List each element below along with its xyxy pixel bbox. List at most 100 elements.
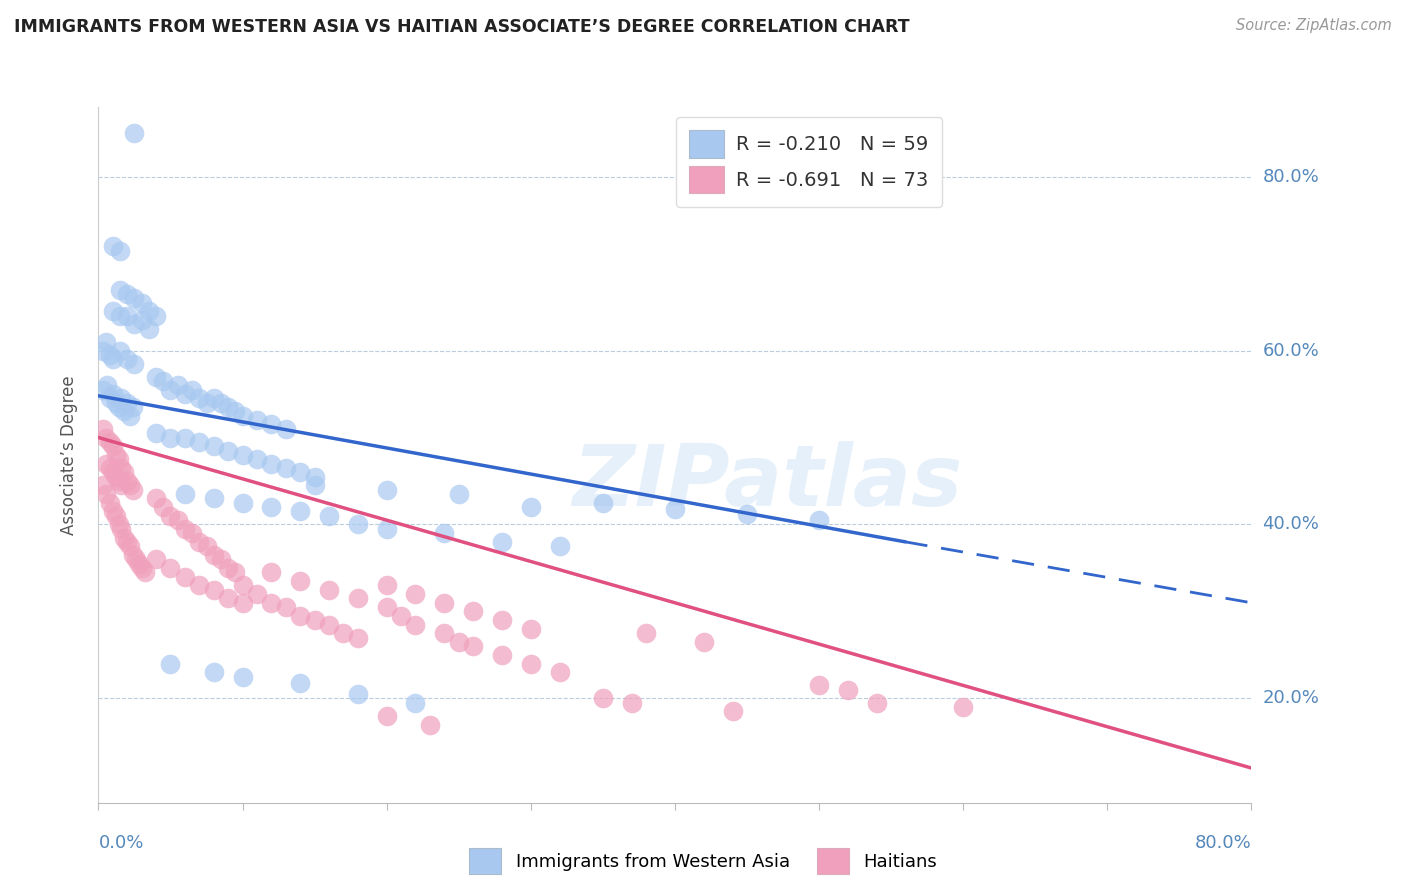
Point — [131, 561, 153, 575]
Point — [112, 531, 135, 545]
Point — [290, 504, 312, 518]
Point — [231, 409, 254, 423]
Point — [159, 561, 181, 575]
Point — [231, 670, 254, 684]
Point — [122, 548, 145, 562]
Point — [246, 587, 269, 601]
Point — [290, 574, 312, 588]
Point — [101, 504, 124, 518]
Point — [138, 322, 160, 336]
Point — [101, 304, 124, 318]
Point — [807, 513, 830, 527]
Point — [145, 309, 167, 323]
Point — [246, 452, 269, 467]
Point — [166, 513, 188, 527]
Point — [166, 378, 188, 392]
Point — [807, 678, 830, 692]
Point — [346, 631, 368, 645]
Y-axis label: Associate’s Degree: Associate’s Degree — [59, 376, 77, 534]
Point — [332, 626, 354, 640]
Point — [224, 566, 246, 580]
Point — [122, 483, 145, 497]
Point — [304, 469, 326, 483]
Point — [101, 352, 124, 367]
Point — [636, 626, 658, 640]
Point — [274, 422, 297, 436]
Point — [145, 552, 167, 566]
Point — [98, 392, 121, 406]
Point — [94, 334, 117, 349]
Point — [91, 383, 114, 397]
Point — [96, 378, 118, 392]
Point — [107, 474, 129, 488]
Point — [145, 369, 167, 384]
Point — [548, 539, 571, 553]
Point — [181, 383, 204, 397]
Point — [145, 426, 167, 441]
Point — [117, 534, 138, 549]
Text: ZIPatlas: ZIPatlas — [572, 442, 962, 524]
Point — [101, 387, 124, 401]
Point — [117, 474, 138, 488]
Point — [195, 539, 218, 553]
Point — [202, 439, 225, 453]
Point — [128, 557, 150, 571]
Text: 60.0%: 60.0% — [1263, 342, 1319, 359]
Point — [131, 295, 153, 310]
Point — [693, 635, 716, 649]
Point — [117, 287, 138, 301]
Point — [112, 466, 135, 480]
Point — [108, 244, 131, 258]
Point — [91, 478, 114, 492]
Point — [112, 404, 135, 418]
Text: IMMIGRANTS FROM WESTERN ASIA VS HAITIAN ASSOCIATE’S DEGREE CORRELATION CHART: IMMIGRANTS FROM WESTERN ASIA VS HAITIAN … — [14, 18, 910, 36]
Point — [134, 566, 156, 580]
Point — [107, 517, 129, 532]
Point — [231, 448, 254, 462]
Point — [491, 534, 513, 549]
Point — [124, 318, 146, 332]
Point — [124, 357, 146, 371]
Point — [110, 522, 132, 536]
Point — [159, 383, 181, 397]
Point — [405, 696, 427, 710]
Point — [174, 487, 197, 501]
Point — [138, 304, 160, 318]
Point — [735, 507, 758, 521]
Point — [209, 552, 232, 566]
Point — [866, 696, 889, 710]
Point — [104, 448, 127, 462]
Point — [122, 400, 145, 414]
Point — [246, 413, 269, 427]
Point — [104, 469, 127, 483]
Point — [174, 522, 197, 536]
Point — [174, 570, 197, 584]
Point — [120, 409, 142, 423]
Point — [188, 534, 211, 549]
Point — [274, 461, 297, 475]
Point — [174, 430, 197, 444]
Point — [101, 239, 124, 253]
Point — [107, 400, 129, 414]
Point — [491, 648, 513, 662]
Point — [131, 313, 153, 327]
Point — [447, 635, 470, 649]
Point — [375, 578, 398, 592]
Point — [159, 430, 181, 444]
Point — [375, 600, 398, 615]
Point — [520, 622, 543, 636]
Point — [318, 617, 340, 632]
Point — [375, 522, 398, 536]
Point — [91, 422, 114, 436]
Point — [433, 626, 456, 640]
Point — [304, 478, 326, 492]
Point — [433, 526, 456, 541]
Point — [117, 395, 138, 409]
Point — [110, 461, 132, 475]
Point — [260, 566, 283, 580]
Point — [94, 457, 117, 471]
Point — [520, 500, 543, 514]
Point — [217, 443, 239, 458]
Point — [181, 526, 204, 541]
Point — [224, 404, 246, 418]
